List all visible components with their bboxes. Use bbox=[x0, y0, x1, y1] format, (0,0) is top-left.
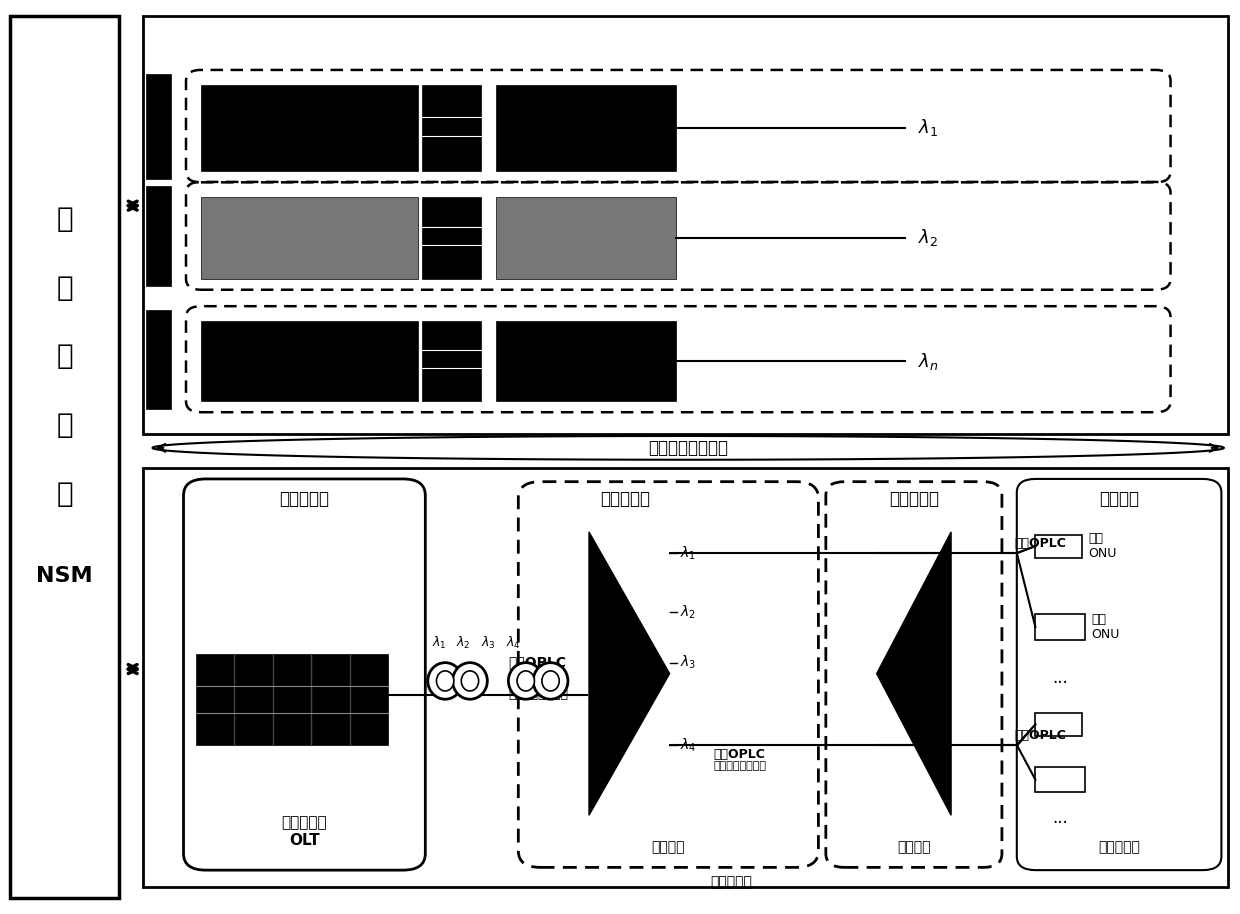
Text: 片: 片 bbox=[56, 274, 73, 302]
Text: $\lambda_2$: $\lambda_2$ bbox=[456, 634, 471, 651]
Bar bbox=[146, 186, 171, 286]
Bar bbox=[422, 85, 481, 172]
Text: 切: 切 bbox=[56, 206, 73, 233]
Ellipse shape bbox=[461, 671, 479, 691]
Bar bbox=[496, 85, 676, 172]
Text: $\lambda_2$: $\lambda_2$ bbox=[918, 228, 937, 248]
FancyBboxPatch shape bbox=[184, 479, 425, 870]
Ellipse shape bbox=[508, 663, 543, 699]
Text: $\lambda_4$: $\lambda_4$ bbox=[506, 634, 521, 651]
Text: 光网络单元: 光网络单元 bbox=[1099, 840, 1140, 855]
Text: $\lambda_4$: $\lambda_4$ bbox=[680, 736, 696, 754]
Text: 二级分光: 二级分光 bbox=[897, 840, 931, 855]
Text: 电网
ONU: 电网 ONU bbox=[1091, 613, 1120, 641]
Text: 楼宇配电室: 楼宇配电室 bbox=[600, 490, 650, 508]
Text: 小区配电室: 小区配电室 bbox=[279, 490, 330, 508]
Bar bbox=[422, 197, 481, 279]
Text: $\lambda_3$: $\lambda_3$ bbox=[680, 654, 696, 672]
Ellipse shape bbox=[453, 663, 487, 699]
Text: $\lambda_3$: $\lambda_3$ bbox=[481, 634, 496, 651]
Text: 光线路终端
OLT: 光线路终端 OLT bbox=[281, 815, 327, 848]
Text: 光纤复合低压电缆: 光纤复合低压电缆 bbox=[713, 761, 766, 771]
Bar bbox=[143, 468, 1228, 887]
Text: $\lambda_1$: $\lambda_1$ bbox=[432, 634, 446, 651]
Text: ...: ... bbox=[1053, 669, 1068, 687]
Text: $\lambda_1$: $\lambda_1$ bbox=[918, 118, 937, 138]
FancyBboxPatch shape bbox=[1017, 479, 1221, 870]
Bar bbox=[201, 85, 418, 172]
Bar bbox=[496, 197, 676, 279]
Text: 家庭用户: 家庭用户 bbox=[1099, 490, 1140, 508]
Text: 入户OPLC: 入户OPLC bbox=[1014, 537, 1066, 550]
Bar bbox=[1035, 767, 1085, 792]
Bar bbox=[496, 321, 676, 401]
Text: $\lambda_2$: $\lambda_2$ bbox=[680, 603, 696, 622]
Text: 理: 理 bbox=[56, 411, 73, 439]
Text: 一级分光: 一级分光 bbox=[651, 840, 686, 855]
Text: 光纤复合低压电缆: 光纤复合低压电缆 bbox=[508, 688, 568, 701]
Text: 楼层配电室: 楼层配电室 bbox=[889, 490, 939, 508]
Ellipse shape bbox=[517, 671, 534, 691]
Bar bbox=[146, 74, 171, 179]
Text: 虚拟资源映射方法: 虚拟资源映射方法 bbox=[649, 439, 728, 457]
FancyBboxPatch shape bbox=[1035, 535, 1081, 558]
Bar bbox=[146, 310, 171, 409]
Text: ...: ... bbox=[1053, 809, 1068, 827]
Text: 入户OPLC: 入户OPLC bbox=[713, 748, 765, 760]
Bar bbox=[201, 197, 418, 279]
Bar bbox=[196, 654, 388, 745]
Bar bbox=[143, 16, 1228, 434]
FancyBboxPatch shape bbox=[1035, 713, 1081, 736]
Text: 入户OPLC: 入户OPLC bbox=[1014, 729, 1066, 742]
Text: 器: 器 bbox=[56, 480, 73, 507]
Text: 配电OPLC: 配电OPLC bbox=[508, 655, 567, 670]
Text: $\lambda_1$: $\lambda_1$ bbox=[680, 544, 696, 562]
Ellipse shape bbox=[436, 671, 454, 691]
Text: NSM: NSM bbox=[36, 566, 93, 586]
Polygon shape bbox=[877, 532, 951, 815]
Bar bbox=[10, 16, 119, 898]
Bar bbox=[1035, 614, 1085, 640]
Ellipse shape bbox=[533, 663, 568, 699]
Text: 传统
ONU: 传统 ONU bbox=[1089, 532, 1116, 560]
Text: $\lambda_n$: $\lambda_n$ bbox=[918, 351, 939, 371]
Polygon shape bbox=[589, 532, 670, 815]
Ellipse shape bbox=[428, 663, 463, 699]
Bar bbox=[201, 321, 418, 401]
Bar bbox=[422, 321, 481, 401]
Text: 光分配网络: 光分配网络 bbox=[711, 875, 753, 889]
Text: 管: 管 bbox=[56, 343, 73, 370]
Ellipse shape bbox=[542, 671, 559, 691]
